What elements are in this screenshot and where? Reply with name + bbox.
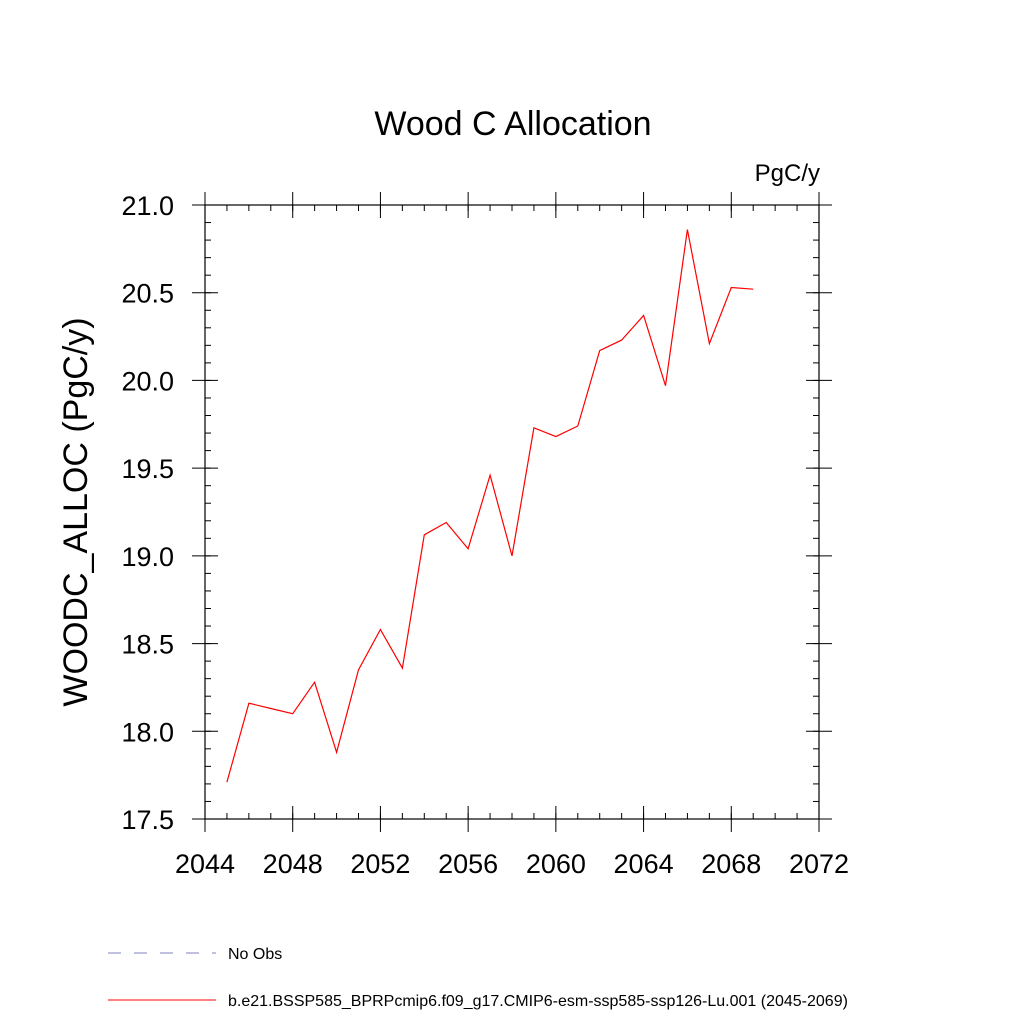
x-tick-label: 2068 — [701, 849, 761, 879]
y-tick-label: 21.0 — [121, 191, 174, 221]
tick-labels: 2044 2048 2052 2056 2060 2064 2068 2072 17.5 18.0… — [121, 191, 849, 879]
x-tick-label: 2048 — [263, 849, 323, 879]
y-tick-label: 18.5 — [121, 630, 174, 660]
y-tick-label: 19.5 — [121, 454, 174, 484]
plot-frame — [204, 204, 820, 820]
y-tick-label: 20.5 — [121, 279, 174, 309]
y-tick-label: 20.0 — [121, 366, 174, 396]
x-tick-label: 2060 — [526, 849, 586, 879]
legend: No Obs b.e21.BSSP585_BPRPcmip6.f09_g17.CM… — [108, 946, 848, 1010]
series-layer — [226, 229, 754, 783]
x-tick-label: 2056 — [438, 849, 498, 879]
x-tick-label: 2072 — [789, 849, 849, 879]
x-tick-label: 2044 — [175, 849, 235, 879]
units-label: PgC/y — [755, 160, 820, 187]
chart-title: Wood C Allocation — [374, 105, 651, 143]
x-tick-label: 2064 — [614, 849, 674, 879]
series-line — [226, 229, 754, 783]
y-tick-label: 17.5 — [121, 805, 174, 835]
y-tick-label: 18.0 — [121, 717, 174, 747]
y-axis-label: WOODC_ALLOC (PgC/y) — [57, 317, 95, 706]
legend-label: No Obs — [228, 946, 282, 963]
x-tick-label: 2052 — [350, 849, 410, 879]
legend-label: b.e21.BSSP585_BPRPcmip6.f09_g17.CMIP6-es… — [228, 993, 848, 1010]
y-tick-label: 19.0 — [121, 542, 174, 572]
